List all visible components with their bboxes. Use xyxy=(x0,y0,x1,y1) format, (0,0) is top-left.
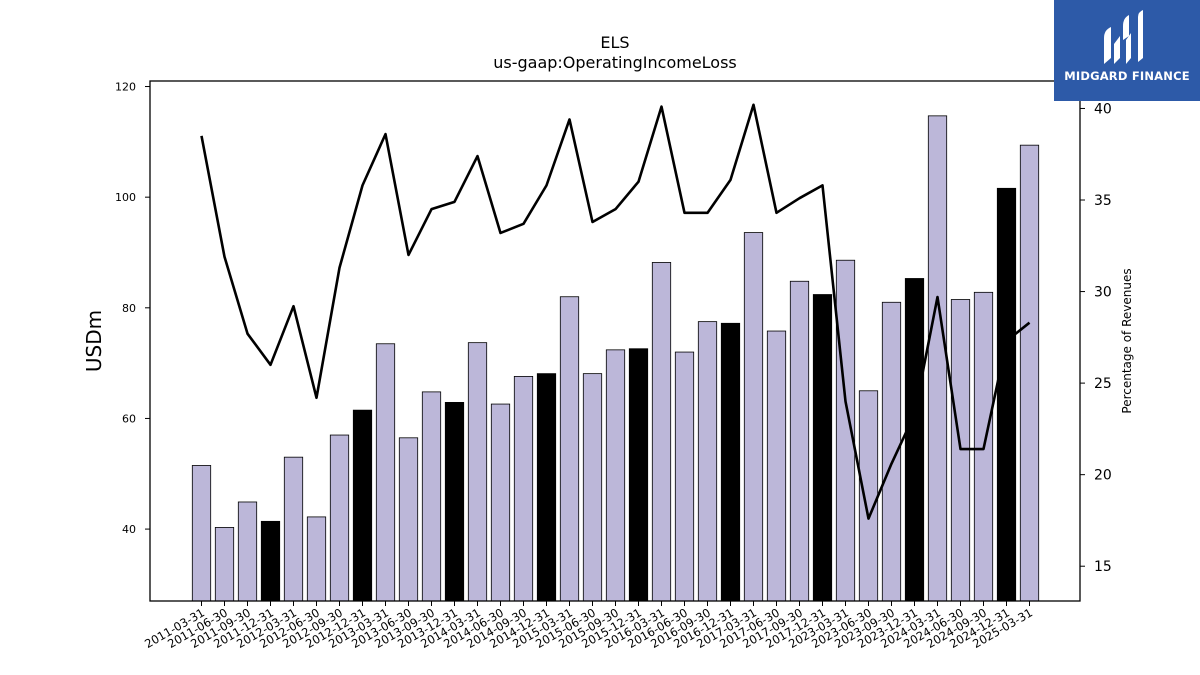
x-axis: 2011-03-312011-06-302011-09-302011-12-31… xyxy=(142,601,1035,651)
y2-tick-label-30: 30 xyxy=(1094,285,1112,301)
bar-2011-03-31 xyxy=(191,465,212,602)
bar-2016-12-31 xyxy=(720,322,741,602)
bar-2011-12-31 xyxy=(260,520,281,602)
line-group xyxy=(200,103,1031,520)
y-tick-label-100: 100 xyxy=(115,191,136,204)
y2-tick-label-40: 40 xyxy=(1094,101,1112,117)
bar-2012-06-30 xyxy=(306,516,327,602)
bar-2012-03-31 xyxy=(283,456,304,602)
chart-title: ELS xyxy=(600,33,629,52)
bar-2017-09-30 xyxy=(789,280,810,602)
bar-2023-12-31 xyxy=(904,278,925,602)
bar-2013-12-31 xyxy=(444,401,465,602)
bar-2017-03-31 xyxy=(743,232,764,602)
y2-tick-label-25: 25 xyxy=(1094,376,1112,392)
right-axis: 15 20 25 30 35 40 xyxy=(1080,101,1112,575)
bar-2014-03-31 xyxy=(467,342,488,602)
bar-2015-12-31 xyxy=(628,348,649,602)
bar-2014-06-30 xyxy=(490,403,511,602)
bar-2013-06-30 xyxy=(398,437,419,602)
bar-2016-06-30 xyxy=(674,351,695,602)
y-axis-label: USDm xyxy=(82,310,106,372)
bars-group xyxy=(191,115,1040,602)
bar-2014-12-31 xyxy=(536,373,557,602)
bar-2025-03-31 xyxy=(1019,144,1040,602)
bar-2013-09-30 xyxy=(421,391,442,602)
bar-2012-09-30 xyxy=(329,434,350,602)
y-tick-label-40: 40 xyxy=(122,523,136,536)
bar-2013-03-31 xyxy=(375,343,396,602)
bar-2012-12-31 xyxy=(352,409,373,602)
bar-2017-06-30 xyxy=(766,330,787,602)
bar-2023-06-30 xyxy=(858,390,879,602)
bar-2024-03-31 xyxy=(927,115,948,602)
bar-2011-06-30 xyxy=(214,527,235,602)
y2-tick-label-35: 35 xyxy=(1094,193,1112,209)
logo-text: MIDGARD FINANCE xyxy=(1064,69,1190,83)
bar-2016-03-31 xyxy=(651,262,672,602)
midgard-finance-logo: MIDGARD FINANCE xyxy=(1054,0,1200,101)
bar-2015-06-30 xyxy=(582,373,603,602)
line-series xyxy=(200,103,1031,520)
y-tick-label-80: 80 xyxy=(122,302,136,315)
y2-tick-label-15: 15 xyxy=(1094,559,1112,575)
y2-axis-label: Percentage of Revenues xyxy=(1120,268,1134,413)
bar-2016-09-30 xyxy=(697,321,718,602)
bar-2017-12-31 xyxy=(812,294,833,602)
bar-2014-09-30 xyxy=(513,375,534,602)
bar-2024-12-31 xyxy=(996,187,1017,602)
bar-2015-03-31 xyxy=(559,296,580,602)
y2-tick-label-20: 20 xyxy=(1094,468,1112,484)
logo-mark-icon xyxy=(1104,10,1143,64)
chart-subtitle: us-gaap:OperatingIncomeLoss xyxy=(493,53,737,72)
left-axis: 40 60 80 100 120 xyxy=(115,81,150,536)
bar-2011-09-30 xyxy=(237,501,258,602)
y-tick-label-120: 120 xyxy=(115,81,136,94)
bar-2015-09-30 xyxy=(605,349,626,602)
y-tick-label-60: 60 xyxy=(122,412,136,425)
